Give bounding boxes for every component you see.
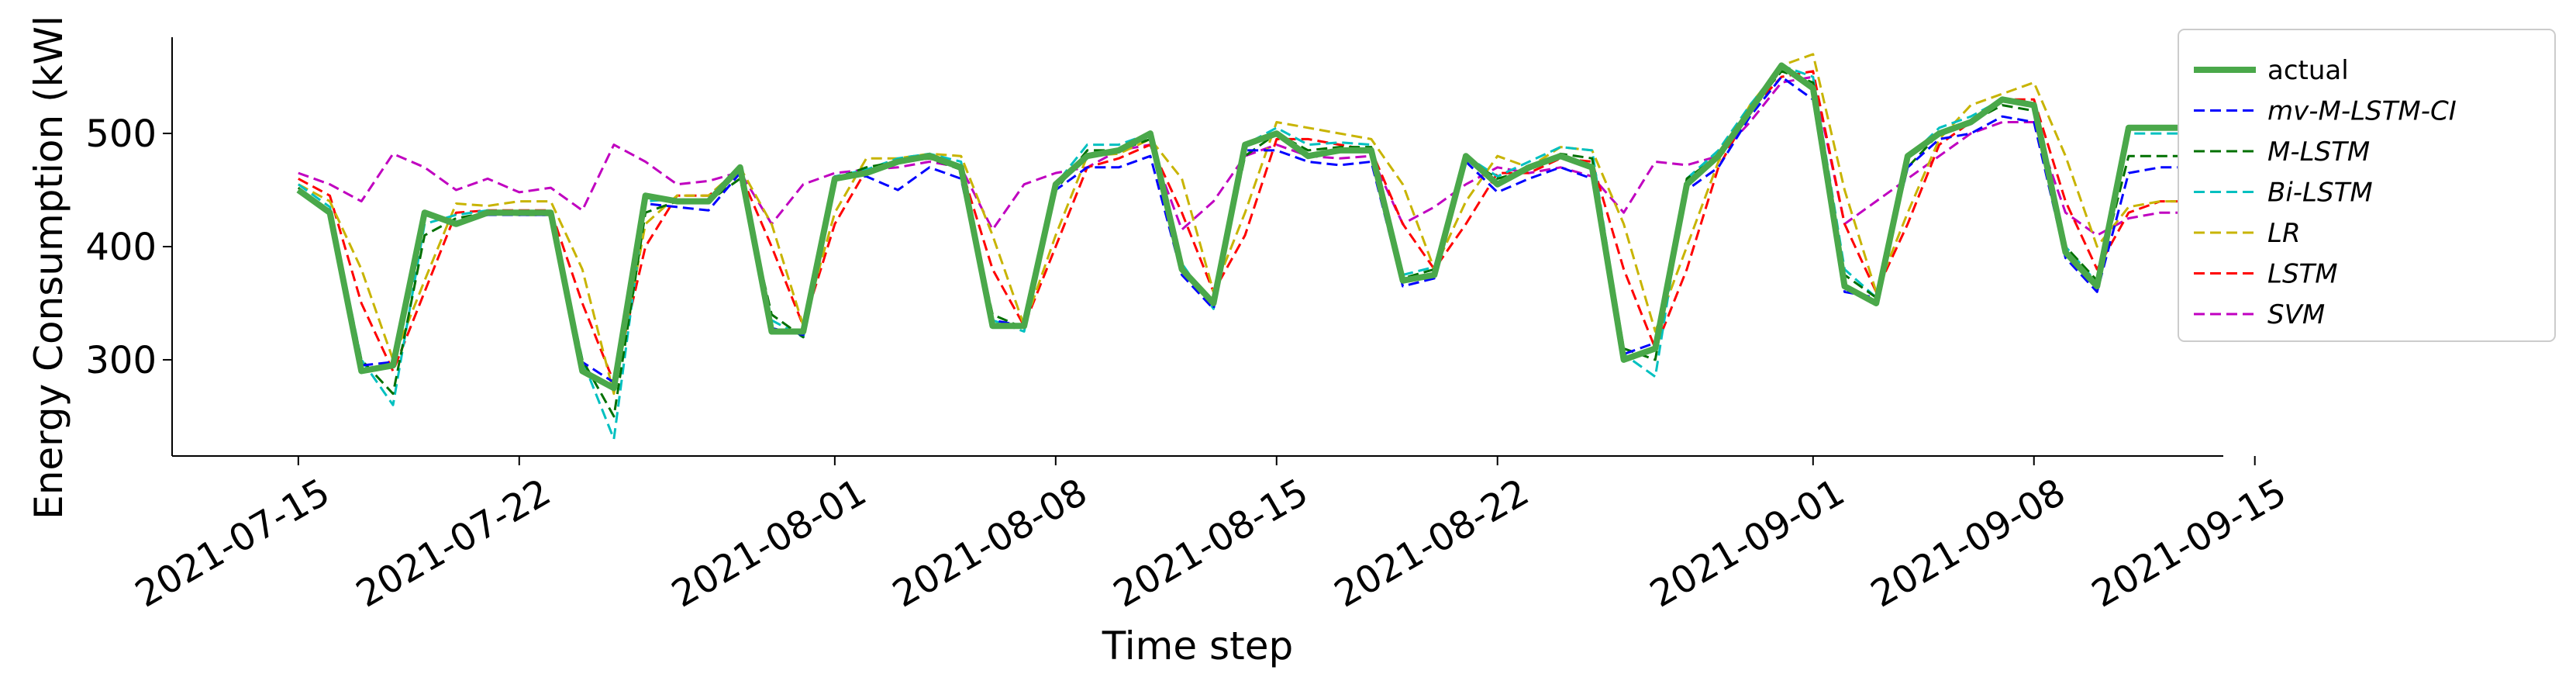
- legend: actual mv-M-LSTM-CI M-LSTM Bi-LSTM LR LSTM SVM: [2178, 29, 2556, 342]
- x-ticks: 2021-07-15 2021-07-22 2021-08-01 2021-08-08…: [128, 456, 2294, 617]
- x-tick-label: 2021-07-15: [128, 471, 337, 617]
- x-axis-label: Time step: [1102, 624, 1293, 668]
- series-line-lstm: [298, 70, 2192, 384]
- series-line-bi-lstm: [297, 64, 2192, 440]
- x-tick-label: 2021-08-15: [1106, 471, 1316, 617]
- legend-label: mv-M-LSTM-CI: [2267, 96, 2457, 127]
- x-tick-label: 2021-09-08: [1864, 471, 2073, 617]
- legend-label: actual: [2267, 55, 2349, 86]
- y-ticks: 300 400 500: [85, 112, 172, 382]
- series-line-m-lstm: [297, 70, 2192, 418]
- legend-label: Bi-LSTM: [2267, 178, 2373, 209]
- x-tick-label: 2021-08-01: [664, 471, 874, 617]
- legend-label: LR: [2267, 218, 2301, 249]
- y-tick-label: 300: [85, 339, 157, 382]
- legend-label: SVM: [2267, 299, 2325, 330]
- axes: [171, 37, 2223, 457]
- series-line-mv-m-lstm-ci: [298, 75, 2192, 384]
- x-tick-label: 2021-07-22: [349, 471, 558, 617]
- y-axis-label: Energy Consumption (kWl: [26, 16, 71, 520]
- legend-label: M-LSTM: [2267, 136, 2370, 168]
- x-tick-label: 2021-09-01: [1643, 471, 1852, 617]
- y-tick-label: 500: [85, 112, 157, 156]
- x-tick-label: 2021-09-15: [2085, 471, 2294, 617]
- series-line-actual: [296, 62, 2192, 392]
- y-tick-label: 400: [85, 226, 157, 269]
- x-tick-label: 2021-08-08: [885, 471, 1095, 617]
- x-tick-label: 2021-08-22: [1327, 471, 1536, 617]
- series-line-svm: [298, 75, 2192, 237]
- series-line-lr: [298, 53, 2192, 396]
- legend-label: LSTM: [2267, 259, 2338, 290]
- legend-box: [2178, 29, 2556, 342]
- series-layer: [296, 53, 2192, 440]
